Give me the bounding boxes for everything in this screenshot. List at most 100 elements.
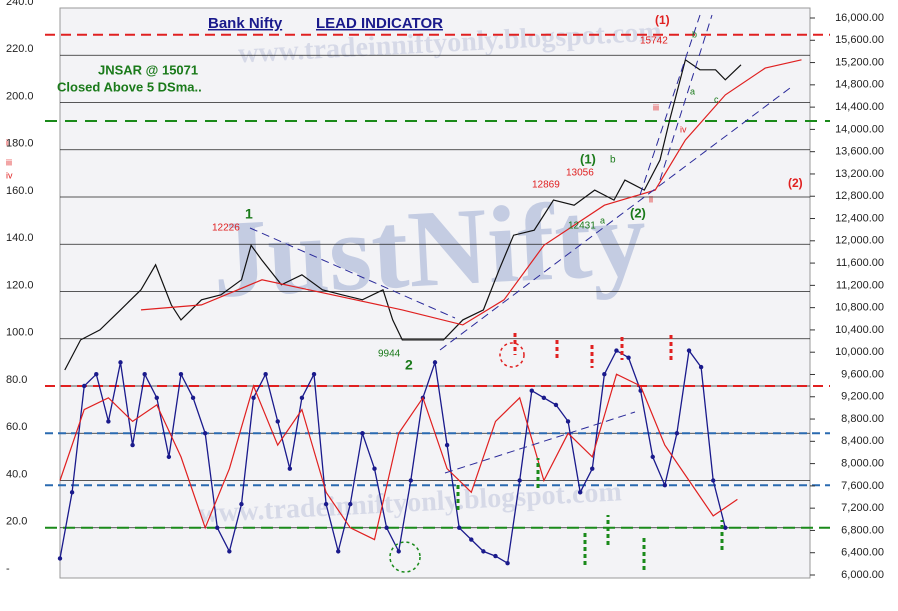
- annotation: iii: [6, 157, 12, 167]
- point: [432, 360, 438, 365]
- series-line: [64, 58, 742, 371]
- point: [650, 454, 655, 460]
- y2-tick-label: 7,600.00: [841, 480, 884, 492]
- y2-tick-label: 15,200.00: [835, 56, 884, 68]
- annotation: iv: [680, 124, 687, 134]
- point: [239, 501, 244, 507]
- y2-tick-label: 16,000.00: [835, 12, 884, 24]
- y2-tick-label: 12,400.00: [835, 212, 884, 224]
- point: [505, 560, 510, 566]
- y-tick-label: 180.0: [6, 138, 34, 150]
- y2-tick-label: 14,800.00: [835, 79, 884, 91]
- point: [626, 355, 631, 360]
- point: [154, 395, 159, 401]
- point: [263, 371, 268, 377]
- point: [106, 419, 111, 424]
- point: [590, 466, 595, 471]
- y2-tick-label: 7,200.00: [841, 502, 884, 514]
- point: [311, 371, 317, 377]
- point: [215, 525, 220, 530]
- y-tick-label: 120.0: [6, 279, 34, 291]
- y2-tick-label: 10,800.00: [835, 302, 884, 314]
- y2-tick-label: 10,000.00: [835, 346, 884, 358]
- y2-tick-label: 6,400.00: [841, 547, 884, 559]
- y-tick-label: 240.0: [6, 0, 34, 8]
- point: [94, 371, 99, 377]
- annotation: b: [610, 155, 616, 166]
- point: [287, 466, 293, 471]
- circles: [389, 342, 525, 573]
- point: [348, 501, 353, 507]
- plot-area: [59, 7, 811, 579]
- annotation: ii: [6, 137, 10, 147]
- point: [408, 478, 414, 483]
- point: [698, 364, 704, 370]
- y2-tick-label: 13,200.00: [835, 168, 884, 180]
- y2-tick-label: 9,200.00: [841, 391, 884, 403]
- annotation: 9944: [378, 349, 401, 360]
- point: [396, 549, 401, 554]
- annotation: JNSAR @ 15071: [98, 62, 198, 77]
- y-tick-label: -: [6, 563, 10, 575]
- y-tick-label: 80.0: [6, 374, 27, 386]
- y2-tick-label: 9,600.00: [841, 368, 884, 380]
- point: [711, 478, 716, 483]
- annotation: a: [600, 215, 605, 225]
- point: [577, 490, 583, 495]
- annotation: 12869: [532, 180, 560, 191]
- point: [57, 556, 63, 561]
- y2-tick-label: 12,800.00: [835, 190, 884, 202]
- annotation: 12431: [568, 221, 596, 232]
- annotation: 1: [245, 206, 253, 222]
- trend-lines: [249, 14, 791, 474]
- y2-tick-label: 8,400.00: [841, 435, 884, 447]
- point: [69, 490, 75, 495]
- point: [517, 478, 522, 483]
- annotation: (2): [630, 205, 646, 220]
- y2-tick-label: 6,000.00: [841, 569, 884, 581]
- point: [553, 402, 559, 408]
- point: [323, 501, 329, 507]
- point: [602, 371, 607, 377]
- y2-tick-label: 11,600.00: [836, 257, 884, 269]
- y-tick-label: 160.0: [6, 185, 34, 197]
- annotation: 2: [405, 357, 413, 373]
- point: [142, 371, 147, 377]
- annotation: iv: [6, 170, 13, 180]
- chart-title: Bank Nifty: [208, 15, 283, 32]
- series-line: [140, 59, 802, 326]
- point: [372, 466, 377, 471]
- point: [723, 525, 728, 530]
- y2-tick-label: 10,400.00: [835, 324, 884, 336]
- y-tick-label: 60.0: [6, 421, 27, 433]
- grid: [45, 33, 830, 529]
- point: [674, 431, 680, 436]
- series-line: [59, 348, 726, 565]
- point: [81, 383, 87, 389]
- point: [190, 395, 196, 401]
- annotation: 12226: [212, 223, 240, 234]
- annotation: c: [714, 94, 719, 104]
- y2-tick-label: 8,800.00: [841, 413, 884, 425]
- series-line: [59, 373, 738, 541]
- point: [251, 395, 256, 401]
- annotations: JNSAR @ 15071 Closed Above 5 DSma.. 12226 1…: [6, 13, 803, 373]
- y2-tick-label: 11,200.00: [836, 279, 884, 291]
- annotation: 15742: [640, 36, 668, 47]
- point: [686, 348, 692, 353]
- y-tick-label: 100.0: [6, 327, 34, 339]
- point: [384, 525, 389, 530]
- annotation: a: [690, 86, 695, 96]
- y-tick-label: 200.0: [6, 90, 34, 102]
- y2-tick-label: 6,800.00: [841, 524, 884, 536]
- watermark: JustNifty: [210, 176, 650, 321]
- point: [227, 549, 232, 554]
- point: [444, 442, 450, 448]
- annotation: (1): [580, 151, 596, 166]
- point: [662, 483, 668, 488]
- annotation: 13056: [566, 168, 594, 179]
- y2-tick-label: 14,000.00: [835, 123, 884, 135]
- point: [202, 431, 208, 436]
- y-tick-label: 20.0: [6, 516, 27, 528]
